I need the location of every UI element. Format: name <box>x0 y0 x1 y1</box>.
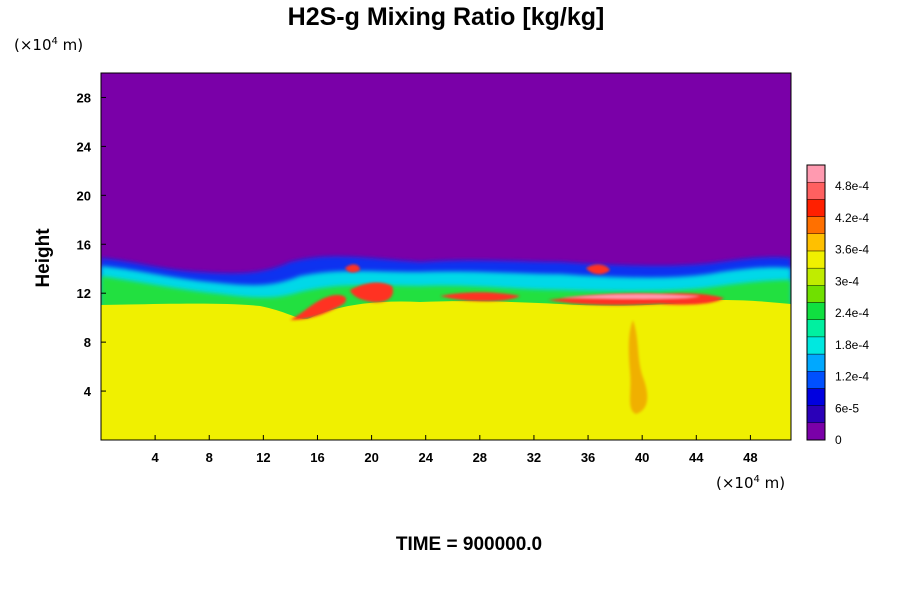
colorbar-label: 6e-5 <box>835 401 859 415</box>
x-tick-label: 8 <box>206 450 213 465</box>
colorbar-swatch <box>806 371 826 389</box>
x-tick-label: 48 <box>743 450 757 465</box>
colorbar-label: 0 <box>835 433 842 447</box>
x-tick-label: 16 <box>310 450 324 465</box>
heatmap-field <box>101 73 791 440</box>
colorbar-swatch <box>806 216 826 234</box>
x-tick-label: 28 <box>473 450 487 465</box>
colorbar-label: 3.6e-4 <box>835 243 869 257</box>
field-hot-filament-2 <box>350 282 394 303</box>
colorbar-swatch <box>806 302 826 320</box>
colorbar-swatch <box>806 336 826 355</box>
y-tick-label: 16 <box>77 237 91 252</box>
colorbar-swatch <box>806 405 826 424</box>
colorbar-frame <box>806 164 826 441</box>
y-tick-label: 24 <box>77 139 92 154</box>
chart-title: H2S-g Mixing Ratio [kg/kg] <box>288 3 605 31</box>
colorbar-label: 1.8e-4 <box>835 338 869 352</box>
y-tick-label: 28 <box>77 90 91 105</box>
colorbar-label: 3e-4 <box>835 274 859 288</box>
field-hot-filament-1 <box>290 294 347 320</box>
plot-frame <box>100 72 792 441</box>
field-blob <box>519 419 543 435</box>
colorbar: 0 6e-5 1.2e-4 1.8e-4 2.4e-4 3e-4 3.6e-4 4.2e-4 4… <box>806 164 869 447</box>
x-tick-label: 20 <box>364 450 378 465</box>
x-unit-label: (×104 m) <box>716 474 785 492</box>
colorbar-label: 1.2e-4 <box>835 370 869 384</box>
field-peak-filament <box>560 293 700 300</box>
y-unit-label: (×104 m) <box>14 36 83 54</box>
colorbar-swatch <box>806 164 826 183</box>
colorbar-swatch <box>806 267 826 286</box>
field-hot-filament-6 <box>345 264 360 273</box>
x-tick-label: 24 <box>418 450 433 465</box>
y-tick-label: 8 <box>84 335 91 350</box>
x-tick-label: 32 <box>527 450 541 465</box>
y-tick-label: 4 <box>84 384 92 399</box>
colorbar-swatch <box>806 353 826 372</box>
y-tick-labels: 4 8 12 16 20 24 28 <box>77 90 106 399</box>
x-tick-labels: 4 8 12 16 20 24 28 32 36 40 44 48 <box>152 435 758 465</box>
field-hot-filament-3 <box>440 292 520 302</box>
y-tick-label: 12 <box>77 286 91 301</box>
colorbar-label: 4.2e-4 <box>835 211 869 225</box>
time-label: TIME = 900000.0 <box>396 534 542 555</box>
x-tick-label: 36 <box>581 450 595 465</box>
colorbar-label: 2.4e-4 <box>835 306 869 320</box>
field-hot-filament-5 <box>586 264 610 275</box>
colorbar-swatch <box>806 422 826 441</box>
colorbar-swatch <box>806 250 826 269</box>
colorbar-label: 4.8e-4 <box>835 179 869 193</box>
field-plume <box>628 320 648 414</box>
colorbar-swatch <box>806 319 826 338</box>
colorbar-swatch <box>806 285 826 303</box>
colorbar-swatch <box>806 199 826 217</box>
y-tick-label: 20 <box>77 188 91 203</box>
x-tick-label: 12 <box>256 450 270 465</box>
colorbar-swatch <box>806 233 826 252</box>
field-lower-layer <box>101 300 791 440</box>
x-tick-label: 40 <box>635 450 649 465</box>
colorbar-swatch <box>806 181 826 200</box>
y-axis-label: Height <box>33 228 54 288</box>
colorbar-swatch <box>806 388 826 406</box>
x-tick-label: 44 <box>689 450 704 465</box>
x-tick-label: 4 <box>152 450 160 465</box>
